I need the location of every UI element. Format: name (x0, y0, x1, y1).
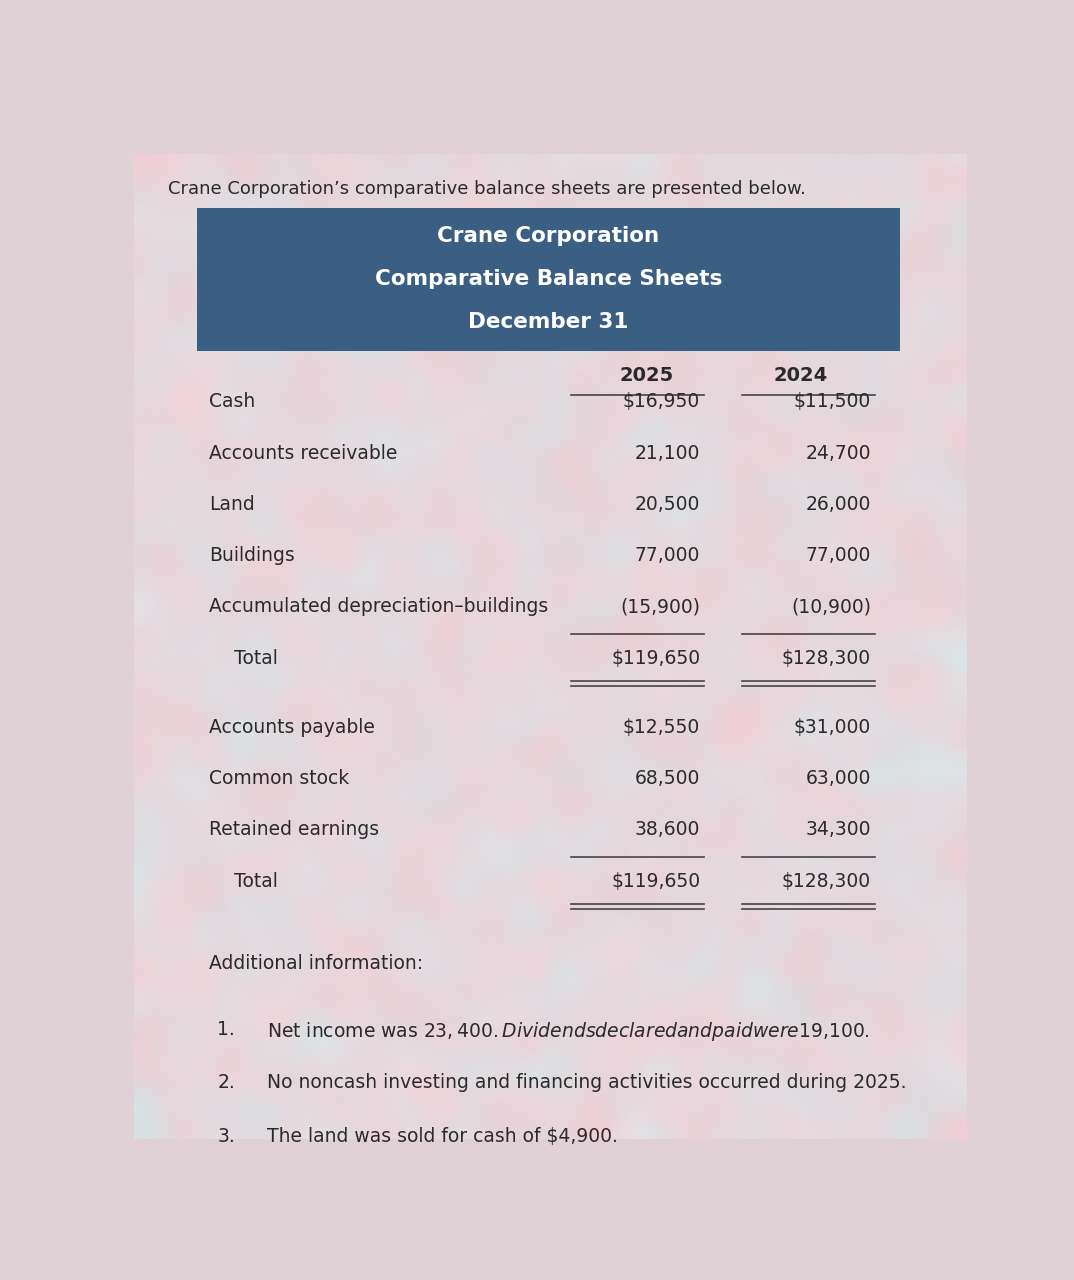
Text: 77,000: 77,000 (806, 547, 871, 566)
Text: Land: Land (209, 495, 255, 515)
Text: 2024: 2024 (773, 366, 827, 385)
Text: Crane Corporation: Crane Corporation (437, 225, 659, 246)
Text: 21,100: 21,100 (635, 444, 700, 463)
Text: December 31: December 31 (468, 312, 628, 333)
Text: 63,000: 63,000 (806, 769, 871, 788)
Text: $119,650: $119,650 (611, 649, 700, 668)
Text: Crane Corporation’s comparative balance sheets are presented below.: Crane Corporation’s comparative balance … (168, 180, 806, 198)
Text: 24,700: 24,700 (806, 444, 871, 463)
Text: No noncash investing and financing activities occurred during 2025.: No noncash investing and financing activ… (267, 1074, 906, 1092)
Text: (15,900): (15,900) (621, 598, 700, 617)
Text: $11,500: $11,500 (794, 393, 871, 411)
Text: 1.: 1. (217, 1020, 235, 1038)
Text: 2025: 2025 (619, 366, 673, 385)
Text: $128,300: $128,300 (782, 872, 871, 891)
Text: Total: Total (234, 649, 278, 668)
Text: Additional information:: Additional information: (209, 954, 423, 973)
Text: 77,000: 77,000 (635, 547, 700, 566)
Text: Accounts payable: Accounts payable (209, 718, 375, 737)
Text: Common stock: Common stock (209, 769, 349, 788)
Text: $12,550: $12,550 (623, 718, 700, 737)
Text: Comparative Balance Sheets: Comparative Balance Sheets (375, 269, 722, 289)
Text: 38,600: 38,600 (635, 820, 700, 840)
Text: Total: Total (234, 872, 278, 891)
Text: (10,900): (10,900) (790, 598, 871, 617)
Text: Net income was $23,400. Dividends declared and paid were $19,100.: Net income was $23,400. Dividends declar… (267, 1020, 870, 1042)
Text: 20,500: 20,500 (635, 495, 700, 515)
Text: $16,950: $16,950 (623, 393, 700, 411)
Text: Accumulated depreciation–buildings: Accumulated depreciation–buildings (209, 598, 549, 617)
Text: $119,650: $119,650 (611, 872, 700, 891)
Text: The land was sold for cash of $4,900.: The land was sold for cash of $4,900. (267, 1128, 619, 1146)
Text: $31,000: $31,000 (794, 718, 871, 737)
Text: $128,300: $128,300 (782, 649, 871, 668)
Text: Cash: Cash (209, 393, 256, 411)
Text: 34,300: 34,300 (806, 820, 871, 840)
Text: Buildings: Buildings (209, 547, 295, 566)
Text: 68,500: 68,500 (635, 769, 700, 788)
Text: 3.: 3. (217, 1128, 235, 1146)
Bar (197, 207, 900, 351)
Text: Accounts receivable: Accounts receivable (209, 444, 397, 463)
Text: Retained earnings: Retained earnings (209, 820, 379, 840)
Text: 26,000: 26,000 (806, 495, 871, 515)
Text: 2.: 2. (217, 1074, 235, 1092)
